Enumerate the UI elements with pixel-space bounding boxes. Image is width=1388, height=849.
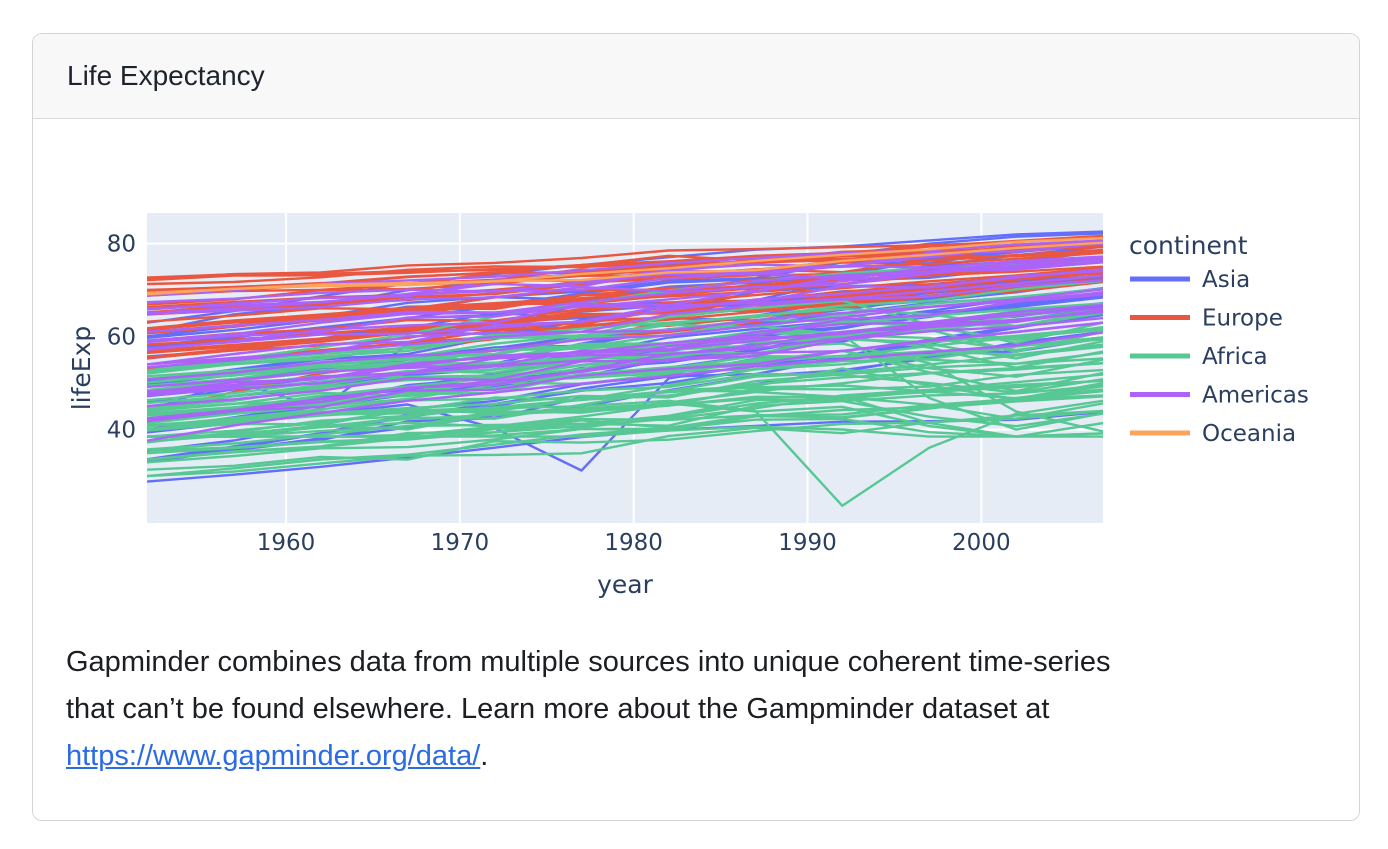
x-tick-label-1960: 1960 [257, 530, 316, 556]
legend-entry-americas[interactable]: Americas [1130, 383, 1309, 409]
americas-country-line[interactable] [147, 310, 1103, 389]
gapminder-data-link[interactable]: https://www.gapminder.org/data/ [66, 740, 481, 772]
africa-country-line[interactable] [147, 351, 1103, 416]
oceania-lines-group [147, 236, 1103, 296]
legend-label-oceania: Oceania [1202, 421, 1296, 447]
americas-country-line[interactable] [147, 260, 1103, 333]
lifeexp-chart[interactable]: 1960 1970 1980 1990 2000 40 60 80 year lifeExp con… [66, 201, 1326, 613]
americas-country-line[interactable] [147, 316, 1103, 408]
legend: continent Asia Europe Africa Americas Oceania [1129, 231, 1309, 447]
africa-country-line[interactable] [147, 299, 1103, 373]
africa-country-line[interactable] [147, 336, 1103, 444]
card-header: Life Expectancy [33, 34, 1359, 119]
line-rwanda[interactable] [147, 399, 1103, 507]
legend-entry-asia[interactable]: Asia [1130, 267, 1250, 293]
caption-line-1: Gapminder combines data from multiple so… [66, 646, 1111, 678]
legend-label-americas: Americas [1202, 383, 1309, 409]
x-axis-title: year [597, 570, 653, 599]
legend-entry-oceania[interactable]: Oceania [1130, 421, 1296, 447]
americas-country-line[interactable] [147, 279, 1103, 366]
europe-country-line[interactable] [147, 270, 1103, 370]
africa-country-line[interactable] [147, 409, 1103, 478]
x-tick-label-1970: 1970 [431, 530, 490, 556]
caption-period: . [480, 740, 489, 772]
line-haiti[interactable] [147, 331, 1103, 442]
y-tick-label-80: 80 [107, 232, 136, 258]
life-expectancy-card: Life Expectancy 1960 1970 1980 1990 2000 40 60… [32, 33, 1360, 821]
legend-entry-europe[interactable]: Europe [1130, 306, 1283, 332]
caption-line-2: that can’t be found elsewhere. Learn mor… [66, 693, 1050, 725]
legend-label-africa: Africa [1202, 344, 1268, 370]
chart-caption: Gapminder combines data from multiple so… [66, 639, 1326, 820]
country-lines [147, 230, 1103, 507]
africa-lines-group [147, 259, 1103, 507]
x-tick-label-1980: 1980 [604, 530, 663, 556]
africa-country-line[interactable] [147, 372, 1103, 428]
card-body: 1960 1970 1980 1990 2000 40 60 80 year lifeExp con… [33, 201, 1359, 820]
card-title: Life Expectancy [67, 60, 265, 91]
americas-country-line[interactable] [147, 268, 1103, 366]
legend-label-europe: Europe [1202, 306, 1283, 332]
x-tick-label-2000: 2000 [952, 530, 1011, 556]
americas-country-line[interactable] [147, 303, 1103, 393]
americas-country-line[interactable] [147, 309, 1103, 397]
americas-country-line[interactable] [147, 321, 1103, 420]
americas-country-line[interactable] [147, 258, 1103, 316]
y-tick-label-60: 60 [107, 325, 136, 351]
axis-labels: 1960 1970 1980 1990 2000 40 60 80 year lifeExp [67, 232, 1011, 599]
legend-entry-africa[interactable]: Africa [1130, 344, 1268, 370]
x-tick-label-1990: 1990 [778, 530, 837, 556]
line-new-zealand[interactable] [147, 241, 1103, 295]
legend-label-asia: Asia [1202, 267, 1250, 293]
legend-title: continent [1129, 231, 1248, 260]
caption-line-3: https://www.gapminder.org/data/. [66, 733, 1326, 780]
y-axis-title: lifeExp [67, 326, 96, 411]
americas-country-line[interactable] [147, 274, 1103, 350]
y-tick-label-40: 40 [107, 418, 136, 444]
